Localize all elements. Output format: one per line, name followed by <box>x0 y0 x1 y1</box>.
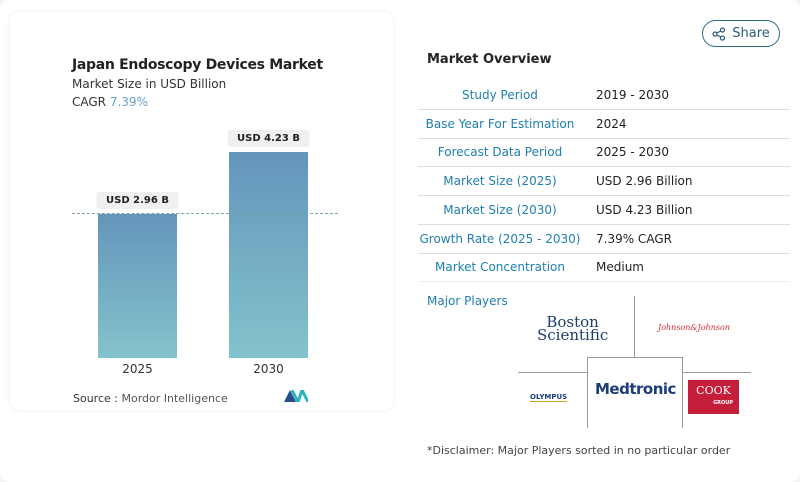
bar-2030 <box>229 152 308 358</box>
row-value: 7.39% CAGR <box>596 231 672 246</box>
overview-row: Market Concentration Medium <box>418 253 790 283</box>
row-value: Medium <box>596 260 644 275</box>
data-label: USD 4.23 B <box>227 130 310 148</box>
players-title: Major Players <box>427 294 508 308</box>
logo-cook-group: COOK GROUP <box>688 380 739 414</box>
mordor-logo-icon <box>284 390 308 402</box>
share-icon <box>712 26 726 41</box>
cagr: CAGR 7.39% <box>72 95 148 109</box>
row-value: 2025 - 2030 <box>596 145 670 160</box>
overview-row: Market Size (2025) USD 2.96 Billion <box>418 167 790 197</box>
row-value: USD 2.96 Billion <box>596 174 693 189</box>
row-label: Growth Rate (2025 - 2030) <box>419 231 581 246</box>
reference-line <box>72 213 338 214</box>
logo-olympus: OLYMPUS <box>530 393 568 402</box>
chart-subtitle: Market Size in USD Billion <box>72 77 227 91</box>
chart-title: Japan Endoscopy Devices Market <box>72 57 323 73</box>
logo-medtronic: Medtronic <box>595 380 676 398</box>
source: Source : Mordor Intelligence <box>73 392 228 405</box>
logo-boston-scientific: Boston Scientific <box>537 313 609 344</box>
x-tick-label: 2025 <box>122 362 153 376</box>
row-label: Base Year For Estimation <box>425 116 575 131</box>
data-label: USD 2.96 B <box>96 192 179 210</box>
row-label: Market Size (2025) <box>443 174 557 189</box>
overview-title: Market Overview <box>427 52 552 67</box>
overview-row: Market Size (2030) USD 4.23 Billion <box>418 196 790 225</box>
share-button[interactable]: Share <box>702 20 780 47</box>
bar-2025 <box>98 214 177 358</box>
overview-row: Study Period 2019 - 2030 <box>418 81 790 110</box>
row-value: 2019 - 2030 <box>596 88 670 102</box>
logo-box-medtronic <box>587 357 683 428</box>
row-value: USD 4.23 Billion <box>596 202 693 217</box>
share-label: Share <box>732 26 770 41</box>
row-label: Study Period <box>462 88 538 102</box>
divider <box>518 372 587 373</box>
row-label: Forecast Data Period <box>437 145 563 160</box>
overview-row: Growth Rate (2025 - 2030) 7.39% CAGR <box>418 225 790 254</box>
disclaimer: *Disclaimer: Major Players sorted in no … <box>427 444 731 457</box>
overview-row: Forecast Data Period 2025 - 2030 <box>418 138 790 168</box>
chart-card <box>10 12 393 410</box>
source-label: Source : <box>73 392 118 405</box>
cagr-label: CAGR <box>72 95 107 109</box>
source-value: Mordor Intelligence <box>121 392 228 405</box>
row-label: Market Size (2030) <box>443 202 557 217</box>
divider <box>682 372 751 373</box>
cagr-value: 7.39% <box>109 95 148 109</box>
x-tick-label: 2030 <box>253 362 284 376</box>
row-value: 2024 <box>596 116 627 131</box>
row-label: Market Concentration <box>435 260 565 275</box>
divider <box>634 296 635 357</box>
logo-johnson-johnson: Johnson&Johnson <box>658 323 730 332</box>
overview-row: Base Year For Estimation 2024 <box>418 110 790 139</box>
